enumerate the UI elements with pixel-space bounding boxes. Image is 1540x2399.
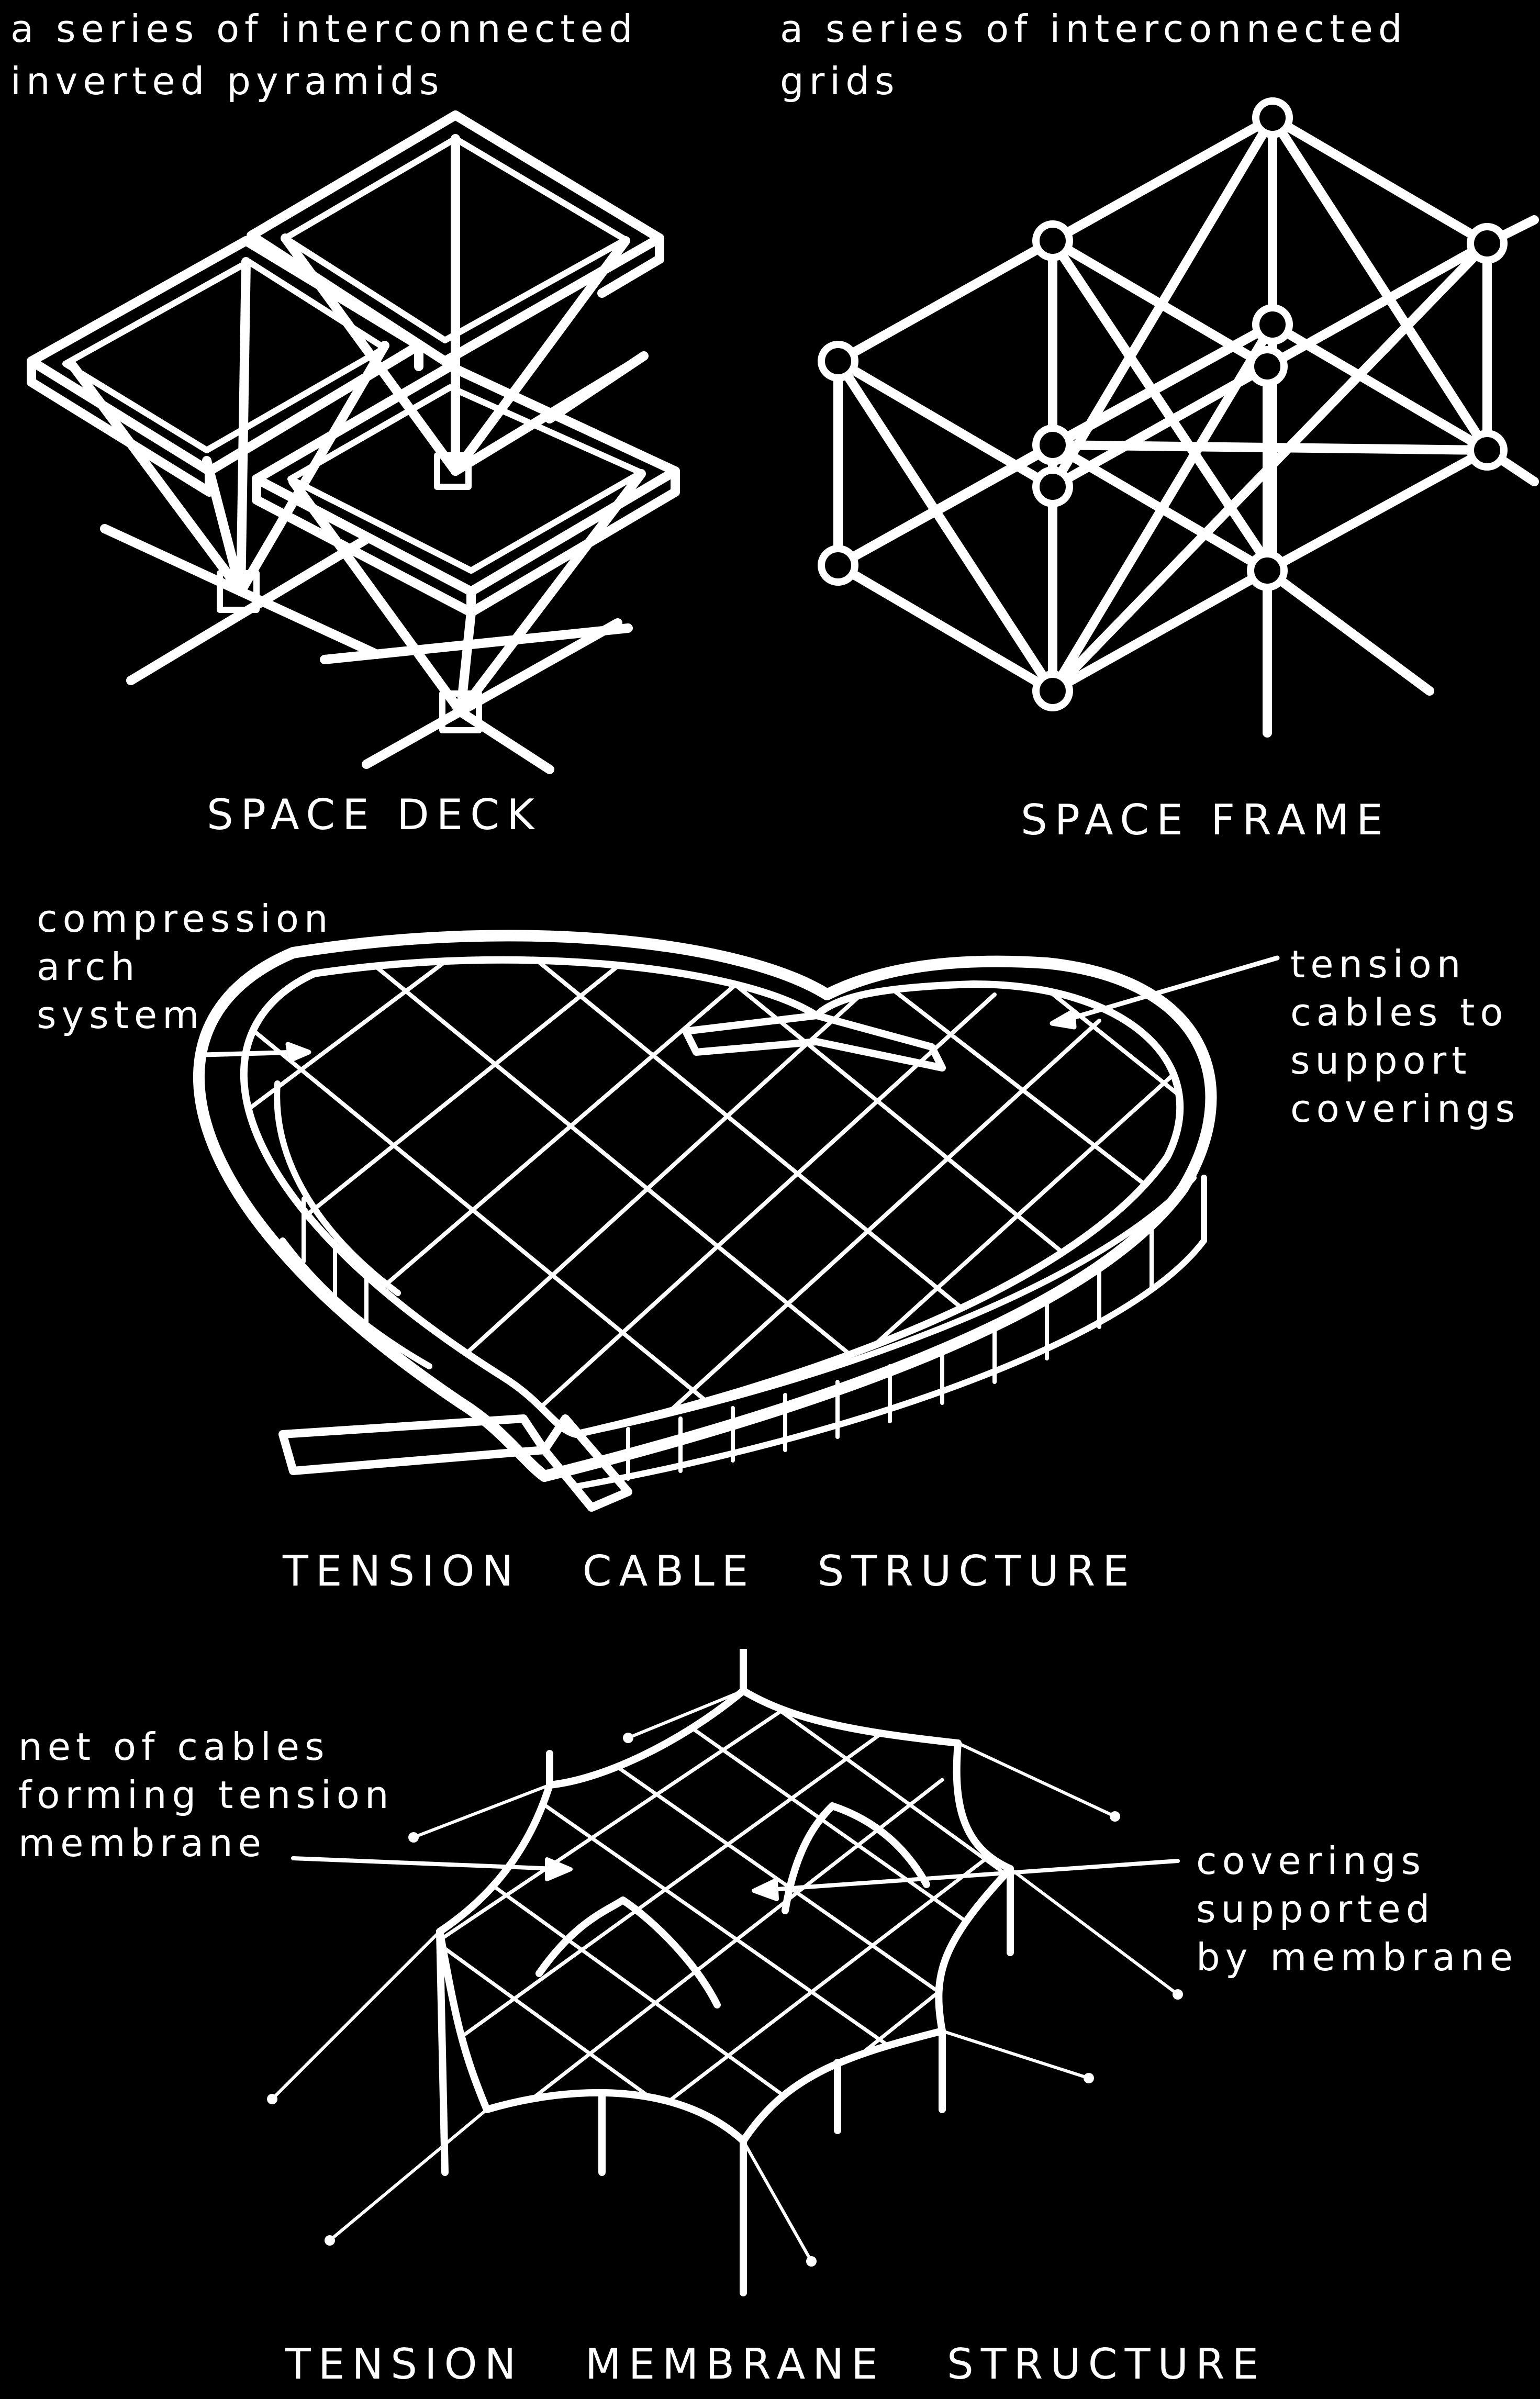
membrane-cable-net: [440, 1691, 1010, 2141]
deck-strut: [236, 341, 389, 596]
covering-strip: [682, 1012, 946, 1072]
membrane-edge: [740, 2027, 946, 2145]
membrane-edge: [953, 1739, 1014, 1872]
deck-bottom-tie: [362, 618, 622, 769]
compression-arch-outer: [193, 930, 833, 1482]
frame-node: [1032, 671, 1073, 711]
frame-node: [818, 341, 858, 382]
membrane-edge: [436, 1928, 490, 2113]
space-frame-note-line2: grids: [780, 59, 900, 103]
frame-diagonal: [1268, 113, 1492, 455]
leader-cables-head: [1050, 1009, 1077, 1030]
cable-right-note-line3: support: [1290, 1039, 1472, 1083]
membrane-edge: [483, 2089, 747, 2145]
frame-diagonal: [1048, 440, 1492, 455]
leader-arch: [202, 1050, 301, 1057]
frame-node: [1467, 223, 1508, 264]
wall-ribs: [302, 1197, 1154, 1481]
deck-bottom-tie: [545, 351, 649, 423]
cable-right-note-line4: coverings: [1290, 1087, 1520, 1131]
tension-membrane-title: TENSION MEMBRANE STRUCTURE: [285, 2340, 1266, 2389]
deck-strut: [69, 362, 245, 596]
deck-strut: [236, 257, 251, 596]
compression-arch-inner: [240, 956, 1184, 1438]
cable-left-note-line2: arch: [37, 945, 140, 989]
deck-node: [217, 570, 260, 613]
deck-strut: [202, 456, 245, 596]
deck-strut: [456, 469, 646, 717]
membrane-right-note-line2: supported: [1196, 1887, 1435, 1931]
deck-strut: [281, 233, 460, 476]
cable-left-note-line1: compression: [37, 897, 333, 941]
membrane-right-note-line1: coverings: [1196, 1839, 1426, 1883]
leader-coverings: [767, 1859, 1180, 1892]
frame-node: [1032, 466, 1073, 507]
frame-node: [818, 545, 858, 586]
deck-bottom-tie: [100, 524, 382, 659]
membrane-left-note-line1: net of cables: [18, 1725, 330, 1769]
frame-node: [1247, 550, 1288, 591]
membrane-covering: [782, 1802, 930, 1914]
leader-coverings-head: [752, 1878, 779, 1901]
space-deck-title: SPACE DECK: [207, 790, 542, 839]
leader-cables: [1060, 955, 1280, 1023]
perimeter-wall-top: [274, 1080, 401, 1296]
cable-right-note-line1: tension: [1290, 942, 1466, 986]
deck-strut: [288, 477, 465, 717]
leader-net: [291, 1856, 557, 1871]
membrane-mast: [436, 1928, 449, 2176]
frame-diagonal: [1048, 236, 1277, 575]
leader-arch-head: [285, 1042, 311, 1063]
frame-node: [1467, 430, 1508, 471]
membrane-edge: [740, 1687, 962, 1747]
perimeter-wall-right-top: [573, 1175, 1197, 1437]
deck-node: [439, 690, 482, 733]
perimeter-wall-base: [280, 1237, 432, 1369]
membrane-covering: [535, 1896, 721, 2009]
membrane-right-note-line3: by membrane: [1196, 1935, 1519, 1979]
space-deck-note-line1: a series of interconnected: [10, 7, 638, 51]
space-deck-note-line2: inverted pyramids: [10, 59, 444, 103]
tension-cable-drawing: [193, 930, 1280, 1512]
frame-node: [1032, 220, 1073, 261]
deck-bottom-tie: [320, 623, 633, 664]
membrane-left-note-line3: membrane: [18, 1821, 266, 1865]
membrane-edge: [935, 1865, 1014, 2035]
deck-bottom-tie: [456, 707, 554, 774]
anchor-points: [267, 1733, 1183, 2267]
deck-strut: [451, 236, 630, 476]
deck-node: [434, 452, 472, 490]
cable-left-note-line3: system: [37, 993, 205, 1037]
perimeter-wall-right-base: [573, 1237, 1207, 1490]
space-deck-drawing: [27, 110, 680, 774]
frame-node: [1252, 304, 1293, 345]
membrane-left-note-line2: forming tension: [18, 1773, 394, 1817]
membrane-edge: [546, 1687, 747, 1789]
leader-net-head: [545, 1857, 573, 1881]
frame-node: [1252, 97, 1293, 138]
frame-diagonal: [833, 356, 1057, 696]
space-frame-note-line1: a series of interconnected: [780, 7, 1408, 51]
tension-cable-title: TENSION CABLE STRUCTURE: [283, 1547, 1136, 1595]
space-frame-drawing: [818, 97, 1539, 738]
frame-node: [1247, 346, 1288, 387]
cable-right-note-line2: cables to: [1290, 990, 1509, 1034]
guy-cables: [271, 1689, 1179, 2263]
frame-diagonal: [1048, 239, 1492, 696]
space-frame-title: SPACE FRAME: [1021, 796, 1390, 844]
frame-node: [1032, 425, 1073, 465]
membrane-edge: [436, 1781, 553, 1935]
tension-membrane-drawing: [267, 1649, 1183, 2296]
